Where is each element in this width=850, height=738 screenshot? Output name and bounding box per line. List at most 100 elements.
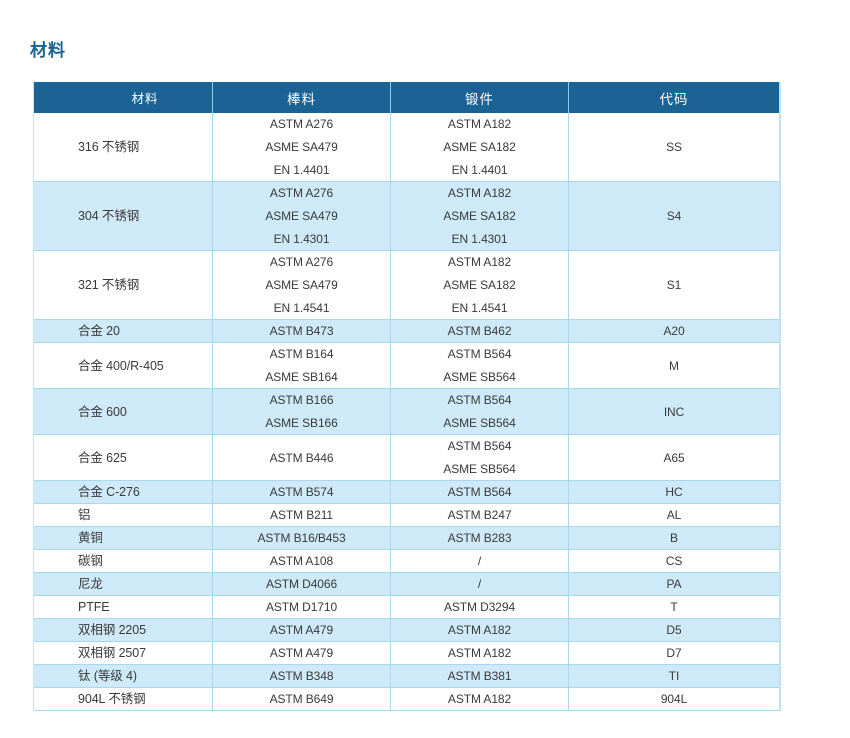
bar-stock-cell: ASTM B211 [213,504,391,527]
table-row: 双相钢 2205 ASTM A479 ASTM A182 D5 [34,619,779,642]
table-header-row: 材料 棒料 锻件 代码 [34,82,779,113]
code-cell: A20 [569,320,779,343]
material-cell: PTFE [34,596,213,619]
bar-stock-cell-line: ASTM D1710 [265,600,338,614]
bar-stock-cell-line: ASTM A479 [269,623,334,637]
material-cell: 316 不锈钢 [34,113,213,182]
forging-cell: ASTM B564 ASME SB564 [391,435,569,481]
material-cell-line: 黄铜 [78,531,103,545]
material-cell: 双相钢 2205 [34,619,213,642]
table-row: 双相钢 2507 ASTM A479 ASTM A182 D7 [34,642,779,665]
forging-cell: ASTM A182 ASME SA182 EN 1.4301 [391,182,569,251]
material-cell-line: 316 不锈钢 [78,140,140,154]
forging-cell: ASTM B247 [391,504,569,527]
forging-cell: ASTM B564 ASME SB564 [391,343,569,389]
material-cell-line: 321 不锈钢 [78,278,140,292]
code-cell: D7 [569,642,779,665]
code-cell: D5 [569,619,779,642]
code-cell: CS [569,550,779,573]
bar-stock-cell-line: ASTM B446 [269,450,334,465]
forging-cell-line: ASME SB564 [443,462,516,476]
code-cell: PA [569,573,779,596]
forging-cell-line: ASTM D3294 [443,600,516,614]
forging-cell: ASTM B564 ASME SB564 [391,389,569,435]
forging-cell-line: ASTM B247 [447,508,512,522]
code-cell: SS [569,113,779,182]
forging-cell: ASTM A182 [391,642,569,665]
code-cell: A65 [569,435,779,481]
bar-stock-cell-line: ASTM B473 [269,324,334,338]
column-header-forging: 锻件 [391,82,569,113]
forging-cell-line: / [477,554,482,568]
bar-stock-cell: ASTM D4066 [213,573,391,596]
forging-cell-line: ASTM A182 [447,117,512,131]
forging-cell-line: ASME SA182 [443,140,516,154]
material-cell: 合金 625 [34,435,213,481]
table-row: PTFE ASTM D1710 ASTM D3294 T [34,596,779,619]
forging-cell-line: ASTM B462 [447,324,512,338]
forging-cell-line: ASTM B564 [447,485,512,499]
code-cell-line: PA [666,577,682,591]
table-row: 黄铜 ASTM B16/B453 ASTM B283 B [34,527,779,550]
bar-stock-cell-line: ASME SA479 [265,209,338,223]
material-cell-line: 尼龙 [78,577,103,591]
page-title: 材料 [30,41,66,60]
bar-stock-cell: ASTM A479 [213,619,391,642]
table-row: 316 不锈钢 ASTM A276 ASME SA479 EN 1.4401 ASTM … [34,113,779,182]
table-row: 合金 600 ASTM B166 ASME SB166 ASTM B564 ASME S… [34,389,779,435]
forging-cell-line: ASTM A182 [447,692,512,706]
bar-stock-cell-line: ASTM B211 [270,508,333,522]
material-cell: 黄铜 [34,527,213,550]
material-cell: 合金 400/R-405 [34,343,213,389]
code-cell: HC [569,481,779,504]
forging-cell: ASTM B564 [391,481,569,504]
forging-cell-line: ASTM A182 [447,646,512,660]
code-cell-line: S1 [666,278,682,292]
material-cell-line: PTFE [78,600,110,614]
material-cell-line: 904L 不锈钢 [78,692,146,706]
bar-stock-cell: ASTM B16/B453 [213,527,391,550]
forging-cell-line: EN 1.4541 [451,301,508,315]
code-cell-line: TI [668,669,680,683]
forging-cell-line: EN 1.4301 [451,232,508,246]
bar-stock-cell: ASTM A276 ASME SA479 EN 1.4401 [213,113,391,182]
material-cell-line: 双相钢 2205 [78,623,146,637]
table-row: 合金 C-276 ASTM B574 ASTM B564 HC [34,481,779,504]
forging-cell: ASTM A182 [391,688,569,711]
material-cell-line: 合金 600 [78,404,127,419]
bar-stock-cell-line: ASTM B574 [269,485,334,499]
table-row: 尼龙 ASTM D4066 / PA [34,573,779,596]
bar-stock-cell-line: ASTM A276 [269,255,334,269]
forging-cell: ASTM B381 [391,665,569,688]
bar-stock-cell-line: ASTM A276 [269,186,334,200]
forging-cell-line: ASTM A182 [447,623,512,637]
forging-cell-line: ASTM B381 [447,669,512,683]
code-cell-line: S4 [666,209,682,223]
material-cell: 904L 不锈钢 [34,688,213,711]
material-cell: 合金 600 [34,389,213,435]
material-cell: 铝 [34,504,213,527]
forging-cell-line: ASTM B564 [447,393,512,407]
bar-stock-cell: ASTM B446 [213,435,391,481]
forging-cell-line: ASTM B564 [447,439,512,453]
table-row: 碳钢 ASTM A108 / CS [34,550,779,573]
code-cell-line: A65 [663,450,685,465]
bar-stock-cell: ASTM B574 [213,481,391,504]
bar-stock-cell-line: ASME SA479 [265,278,338,292]
bar-stock-cell-line: ASTM A108 [269,554,334,568]
material-cell-line: 合金 20 [78,324,120,338]
forging-cell: ASTM B283 [391,527,569,550]
bar-stock-cell: ASTM A276 ASME SA479 EN 1.4541 [213,251,391,320]
forging-cell-line: ASME SB564 [443,370,516,384]
code-cell-line: M [669,358,679,373]
code-cell: T [569,596,779,619]
code-cell: TI [569,665,779,688]
code-cell: AL [569,504,779,527]
forging-cell-line: ASME SB564 [443,416,516,430]
code-cell: INC [569,389,779,435]
material-cell-line: 合金 C-276 [78,485,140,499]
material-cell: 合金 C-276 [34,481,213,504]
bar-stock-cell: ASTM D1710 [213,596,391,619]
table-row: 钛 (等级 4) ASTM B348 ASTM B381 TI [34,665,779,688]
